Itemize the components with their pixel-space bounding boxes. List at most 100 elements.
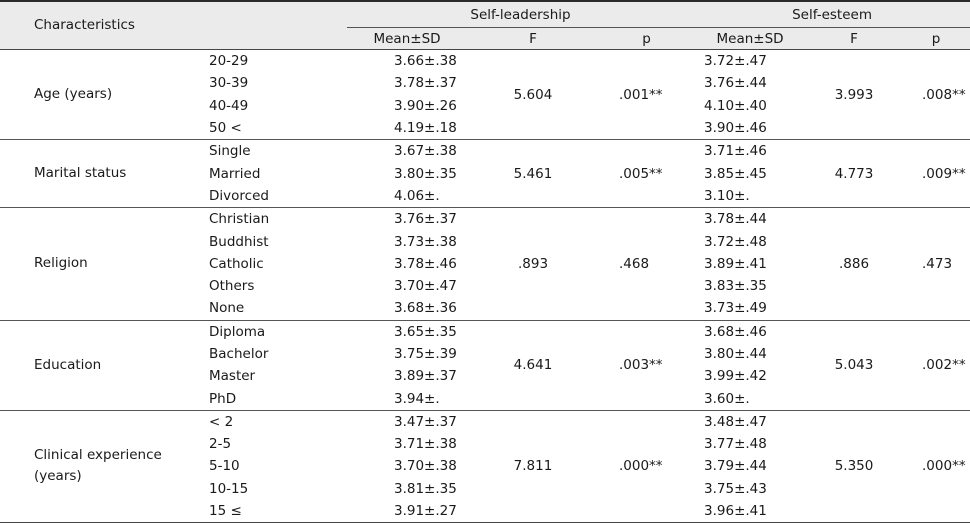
se-mean-sd: 3.76±.44 bbox=[704, 75, 767, 92]
sub-header-blank bbox=[200, 0, 347, 50]
sl-p-value: .000** bbox=[599, 410, 695, 524]
sl-mean-sd-header: Mean±SD bbox=[347, 27, 467, 50]
se-p-value: .000** bbox=[902, 410, 970, 524]
sl-mean-sd: 3.70±.38 bbox=[394, 458, 457, 475]
sl-mean-sd: 3.67±.38 bbox=[394, 143, 457, 160]
se-f-value: 4.773 bbox=[806, 139, 903, 209]
table-row: 40-49 3.90±.26 4.10±.40 bbox=[0, 95, 970, 117]
subgroup-label: Master bbox=[209, 368, 256, 385]
subgroup-label: PhD bbox=[200, 387, 347, 411]
table-row: 2-5 3.71±.38 3.77±.48 bbox=[0, 433, 970, 455]
subgroup-label: < 2 bbox=[209, 413, 234, 430]
subgroup-label: 30-39 bbox=[209, 75, 249, 92]
subgroup-label: Married bbox=[209, 165, 261, 182]
table-row: PhD 3.94±. 3.60±. bbox=[0, 387, 970, 411]
table-row: Buddhist 3.73±.38 3.72±.48 bbox=[0, 230, 970, 252]
sl-p-value: .005** bbox=[599, 139, 695, 209]
se-p-value: .008** bbox=[902, 49, 970, 141]
se-p-value: .002** bbox=[902, 320, 970, 411]
sl-mean-sd: 3.75±.39 bbox=[394, 346, 457, 362]
header-row-2: Mean±SD F p Mean±SD F p bbox=[0, 27, 970, 50]
se-mean-sd: 4.10±.40 bbox=[704, 97, 767, 114]
se-mean-sd: 3.83±.35 bbox=[704, 278, 767, 295]
sl-mean-sd: 3.89±.37 bbox=[394, 368, 457, 385]
table-row: Education Diploma 3.65±.35 4.641.003** 3.68±… bbox=[0, 320, 970, 411]
group-label: Education bbox=[0, 320, 200, 411]
table-row: 5-10 3.70±.38 3.79±.44 bbox=[0, 455, 970, 477]
table-row: Master 3.89±.37 3.99±.42 bbox=[0, 365, 970, 387]
se-mean-sd: 3.99±.42 bbox=[704, 368, 767, 385]
sl-f-value: 5.604 bbox=[467, 49, 599, 141]
se-mean-sd: 3.85±.45 bbox=[704, 165, 767, 182]
subgroup-label: Bachelor bbox=[209, 346, 269, 362]
group-label: Age (years) bbox=[0, 49, 200, 141]
sl-p-value: .468 bbox=[599, 207, 695, 321]
sl-mean-sd: 3.68±.36 bbox=[347, 297, 467, 321]
subgroup-label: Christian bbox=[209, 211, 270, 228]
table-row: Married 3.80±.35 3.85±.45 bbox=[0, 162, 970, 184]
sl-mean-sd: 3.91±.27 bbox=[347, 499, 467, 524]
se-mean-sd: 3.10±. bbox=[694, 184, 807, 209]
sl-mean-sd: 3.66±.38 bbox=[394, 53, 457, 70]
se-mean-sd: 3.75±.43 bbox=[704, 480, 767, 497]
subgroup-label: 50 < bbox=[200, 116, 347, 141]
sl-p-value: .003** bbox=[599, 320, 695, 411]
sl-p-value: .001** bbox=[599, 49, 695, 141]
sl-f-value: 5.461 bbox=[467, 139, 599, 209]
sl-mean-sd: 3.73±.38 bbox=[394, 233, 457, 250]
sl-mean-sd: 3.94±. bbox=[347, 387, 467, 411]
table-row: 15 ≤3.91±.27 3.96±.41 bbox=[0, 499, 970, 524]
sl-mean-sd: 3.71±.38 bbox=[394, 436, 457, 453]
subgroup-label: None bbox=[200, 297, 347, 321]
sl-mean-sd: 3.70±.47 bbox=[394, 278, 457, 295]
header-row-1: Characteristics Self-leadership Self-est… bbox=[0, 0, 970, 50]
table-row: Others 3.70±.47 3.83±.35 bbox=[0, 275, 970, 297]
table-row: 50 <4.19±.18 3.90±.46 bbox=[0, 116, 970, 141]
subgroup-label: Catholic bbox=[209, 255, 264, 272]
se-f-value: 5.043 bbox=[806, 320, 903, 411]
table-row: Bachelor 3.75±.39 3.80±.44 bbox=[0, 343, 970, 365]
sl-mean-sd: 3.76±.37 bbox=[394, 211, 457, 228]
se-f-value: .886 bbox=[806, 207, 903, 321]
se-p-value: .009** bbox=[902, 139, 970, 209]
se-mean-sd: 3.71±.46 bbox=[704, 143, 767, 160]
self-leadership-header: Self-leadership bbox=[347, 0, 695, 28]
sl-mean-sd: 3.78±.46 bbox=[394, 255, 457, 272]
subgroup-label: Buddhist bbox=[209, 233, 269, 250]
subgroup-label: 2-5 bbox=[209, 436, 232, 453]
group-label: Clinical experience (years) bbox=[0, 410, 200, 524]
se-f-header: F bbox=[806, 27, 903, 50]
se-mean-sd-header: Mean±SD bbox=[694, 27, 807, 50]
table-row: 30-39 3.78±.37 3.76±.44 bbox=[0, 72, 970, 94]
sl-f-value: 4.641 bbox=[467, 320, 599, 411]
subgroup-label: Divorced bbox=[200, 184, 347, 209]
sl-mean-sd: 3.80±.35 bbox=[394, 165, 457, 182]
subgroup-label: 40-49 bbox=[209, 97, 249, 114]
subgroup-label: Single bbox=[209, 143, 251, 160]
subgroup-label: 10-15 bbox=[209, 480, 249, 497]
se-mean-sd: 3.73±.49 bbox=[694, 297, 807, 321]
table-row: Clinical experience (years) < 2 3.47±.37 7.… bbox=[0, 410, 970, 524]
table-row: Age (years) 20-29 3.66±.38 5.604.001** 3.72±… bbox=[0, 49, 970, 141]
group-label: Religion bbox=[0, 207, 200, 321]
table-row: None 3.68±.36 3.73±.49 bbox=[0, 297, 970, 321]
se-mean-sd: 3.89±.41 bbox=[704, 255, 767, 272]
se-mean-sd: 3.72±.47 bbox=[704, 53, 767, 70]
sl-mean-sd: 3.47±.37 bbox=[394, 413, 457, 430]
group-label: Marital status bbox=[0, 139, 200, 209]
sl-mean-sd: 3.81±.35 bbox=[394, 480, 457, 497]
sl-f-header: F bbox=[467, 27, 599, 50]
subgroup-label: 20-29 bbox=[209, 53, 249, 70]
characteristics-header: Characteristics bbox=[0, 0, 200, 50]
table-body: Age (years) 20-29 3.66±.38 5.604.001** 3.72±… bbox=[0, 49, 970, 524]
subgroup-label: Diploma bbox=[209, 323, 266, 340]
se-mean-sd: 3.79±.44 bbox=[704, 458, 767, 475]
sl-mean-sd: 3.90±.26 bbox=[394, 97, 457, 114]
se-mean-sd: 3.77±.48 bbox=[704, 436, 767, 453]
subgroup-label: 5-10 bbox=[209, 458, 240, 475]
se-mean-sd: 3.68±.46 bbox=[704, 323, 767, 340]
subgroup-label: Others bbox=[209, 278, 255, 295]
sl-mean-sd: 3.78±.37 bbox=[394, 75, 457, 92]
sl-mean-sd: 4.06±. bbox=[347, 184, 467, 209]
subgroup-label: 15 ≤ bbox=[200, 499, 347, 524]
